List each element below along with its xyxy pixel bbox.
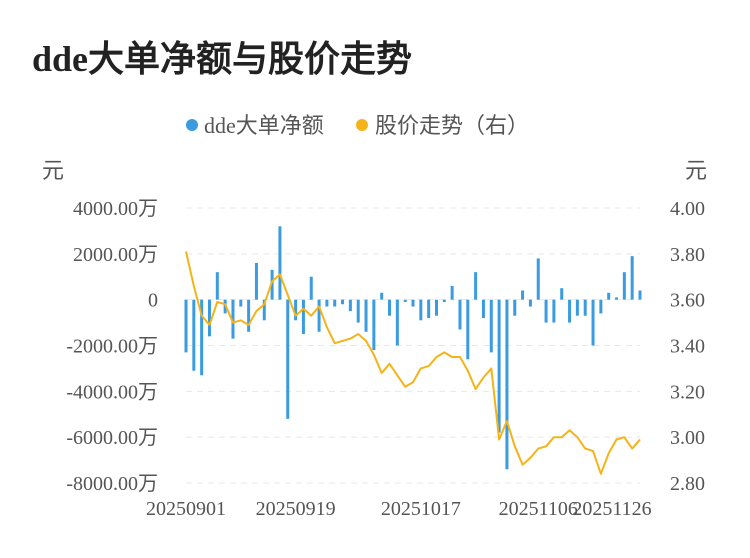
bar	[192, 299, 196, 371]
bar	[388, 299, 392, 316]
bar	[411, 299, 415, 307]
bar	[427, 299, 431, 318]
bar	[575, 299, 579, 316]
left-tick-label: -6000.00万	[66, 427, 158, 449]
bar	[497, 299, 501, 433]
bar	[466, 299, 470, 360]
right-tick-label: 3.80	[670, 244, 705, 266]
left-tick-label: 2000.00万	[73, 244, 158, 266]
gridlines	[186, 207, 640, 484]
bar	[458, 299, 462, 330]
x-tick-label: 20250901	[146, 498, 226, 520]
bar	[489, 299, 493, 353]
bar	[341, 299, 345, 305]
bar	[231, 299, 235, 339]
x-tick-label: 20251126	[572, 498, 651, 520]
bar	[434, 299, 438, 316]
bar	[270, 269, 274, 300]
bar	[474, 272, 478, 300]
right-axis-ticks: 4.00 3.80 3.60 3.40 3.20 3.00 2.80	[670, 198, 705, 495]
right-tick-label: 2.80	[670, 473, 705, 495]
bar	[583, 299, 587, 316]
bar	[513, 299, 517, 316]
bar-series	[184, 226, 642, 470]
x-tick-label: 20251106	[499, 498, 578, 520]
bar	[505, 299, 509, 470]
bar	[591, 299, 595, 346]
bar	[247, 299, 251, 332]
bar	[364, 299, 368, 332]
bar	[622, 272, 626, 300]
left-axis-ticks: 4000.00万 2000.00万 0 -2000.00万 -4000.00万 -6000…	[66, 198, 158, 495]
left-tick-label: -8000.00万	[66, 473, 158, 495]
bar	[294, 299, 298, 321]
bar	[333, 299, 337, 307]
bar	[528, 299, 532, 307]
legend-label-1: dde大单净额	[204, 113, 324, 138]
x-tick-label: 20251017	[381, 498, 461, 520]
bar	[200, 299, 204, 376]
bar	[450, 285, 454, 300]
left-tick-label: -4000.00万	[66, 381, 158, 403]
right-tick-label: 3.60	[670, 290, 705, 312]
bar	[403, 299, 407, 302]
bar	[309, 276, 313, 300]
bar	[325, 299, 329, 307]
bar	[184, 299, 188, 353]
bar	[615, 297, 619, 300]
left-tick-label: 0	[148, 290, 158, 312]
bar	[317, 299, 321, 332]
bar	[552, 299, 556, 323]
bar	[239, 299, 243, 307]
bar	[380, 292, 384, 300]
bar	[215, 272, 219, 300]
bar	[348, 299, 352, 312]
bar	[442, 299, 446, 302]
bar	[544, 299, 548, 323]
left-tick-label: -2000.00万	[66, 336, 158, 358]
bar	[254, 263, 258, 300]
bar	[630, 256, 634, 300]
bar	[372, 299, 376, 351]
right-tick-label: 3.00	[670, 427, 705, 449]
bar	[395, 299, 399, 346]
bar	[419, 299, 423, 321]
bar	[262, 299, 266, 321]
bar	[207, 299, 211, 337]
right-tick-label: 4.00	[670, 198, 705, 220]
bar	[536, 258, 540, 300]
legend-marker-2	[356, 119, 368, 131]
price-line	[185, 251, 641, 475]
left-tick-label: 4000.00万	[73, 198, 158, 220]
chart-title: dde大单净额与股价走势	[32, 39, 413, 79]
bar	[607, 292, 611, 300]
bar	[481, 299, 485, 318]
legend: dde大单净额 股价走势（右）	[186, 113, 529, 138]
bar	[278, 226, 282, 300]
legend-marker-1	[186, 119, 198, 131]
bar	[301, 299, 305, 335]
x-tick-label: 20250919	[256, 498, 336, 520]
left-axis-unit: 元	[42, 158, 64, 183]
bar	[560, 288, 564, 300]
right-tick-label: 3.40	[670, 336, 705, 358]
legend-label-2: 股价走势（右）	[375, 113, 529, 138]
bar	[638, 290, 642, 300]
bar	[568, 299, 572, 323]
right-axis-unit: 元	[685, 158, 707, 183]
bar	[599, 299, 603, 314]
line-series	[185, 251, 641, 475]
bar	[286, 299, 290, 419]
bar	[521, 290, 525, 300]
right-tick-label: 3.20	[670, 381, 705, 403]
bar	[356, 299, 360, 323]
